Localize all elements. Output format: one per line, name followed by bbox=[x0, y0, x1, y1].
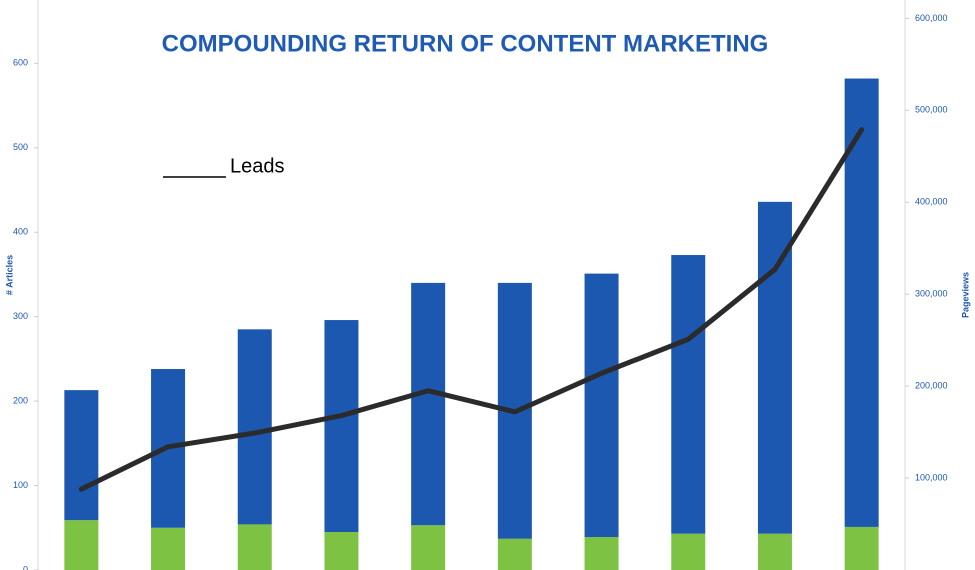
bar bbox=[584, 273, 619, 538]
bar bbox=[671, 255, 706, 534]
bar bbox=[324, 320, 359, 532]
y2-tick-label: 600,000 bbox=[915, 13, 948, 23]
bar bbox=[757, 533, 792, 570]
y-tick-label: 100 bbox=[13, 480, 28, 490]
bar bbox=[237, 329, 272, 525]
bar bbox=[64, 390, 99, 521]
bar bbox=[497, 538, 532, 570]
y2-tick-label: 300,000 bbox=[915, 289, 948, 299]
bar bbox=[411, 282, 446, 526]
y-axis-label: # Articles bbox=[4, 255, 14, 295]
bar bbox=[411, 525, 446, 570]
bar bbox=[324, 532, 359, 570]
y2-tick-label: 500,000 bbox=[915, 105, 948, 115]
y-tick-label: 0 bbox=[23, 564, 28, 570]
y-tick-label: 400 bbox=[13, 227, 28, 237]
y2-tick-label: 400,000 bbox=[915, 197, 948, 207]
line bbox=[78, 127, 865, 492]
y-tick-label: 600 bbox=[13, 58, 28, 68]
bar bbox=[151, 527, 186, 570]
bar bbox=[584, 537, 619, 570]
y2-tick-label: 100,000 bbox=[915, 472, 948, 482]
y2-tick-label: 200,000 bbox=[915, 381, 948, 391]
legend-label: Leads bbox=[230, 155, 285, 177]
bar bbox=[64, 520, 99, 570]
bar bbox=[671, 533, 706, 570]
bar bbox=[237, 524, 272, 570]
y-tick-label: 500 bbox=[13, 142, 28, 152]
chart-title: COMPOUNDING RETURN OF CONTENT MARKETING bbox=[162, 30, 769, 57]
y-tick-label: 200 bbox=[13, 395, 28, 405]
bar bbox=[844, 78, 879, 527]
y2-axis-label: Pageviews bbox=[960, 272, 970, 318]
bar bbox=[757, 201, 792, 534]
bar bbox=[844, 526, 879, 570]
y-tick-label: 300 bbox=[13, 311, 28, 321]
